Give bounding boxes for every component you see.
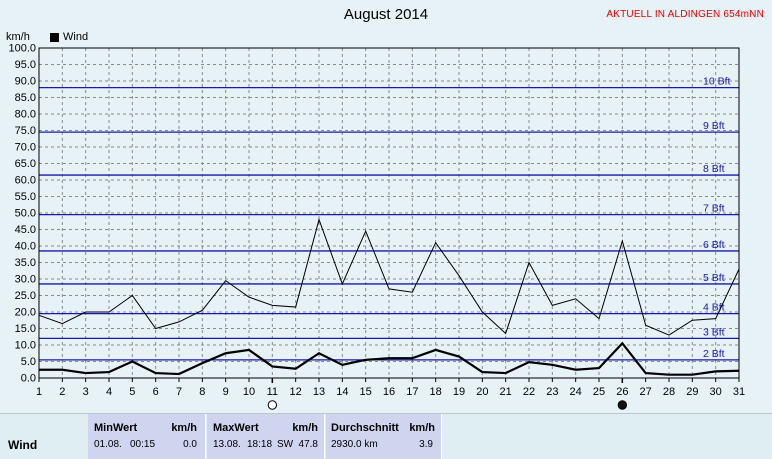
- beaufort-label: 9 Bft: [703, 120, 725, 132]
- beaufort-label: 3 Bft: [703, 326, 725, 338]
- station-label: AKTUELL IN ALDINGEN 654mNN: [606, 9, 764, 20]
- chart-title: August 2014: [343, 6, 429, 23]
- x-tick-label: 27: [640, 386, 652, 398]
- series-wind-line: [39, 341, 740, 376]
- max-time: 18:18: [247, 439, 273, 450]
- legend-label: Wind: [63, 31, 89, 43]
- x-tick-label: 30: [710, 386, 722, 398]
- min-header: MinWert: [94, 422, 138, 434]
- y-tick-label: 40.0: [15, 241, 36, 253]
- min-unit: km/h: [171, 422, 197, 434]
- y-tick-label: 60.0: [15, 175, 36, 187]
- stats-min-cell: MinWert km/h 01.08. 00:15 0.0: [88, 414, 206, 459]
- beaufort-label: 7 Bft: [703, 203, 725, 215]
- y-tick-label: 70.0: [15, 142, 36, 154]
- x-tick-label: 12: [290, 386, 302, 398]
- x-tick-label: 26: [616, 386, 628, 398]
- max-unit: km/h: [292, 422, 318, 434]
- x-tick-label: 28: [663, 386, 675, 398]
- wind-chart: 2 Bft 3 Bft 4 Bft 5 Bft 6 Bft 7 Bft 8 Bft 9 Bft…: [8, 43, 745, 410]
- x-tick-label: 14: [336, 386, 348, 398]
- y-tick-label: 5.0: [21, 356, 36, 368]
- min-value: 0.0: [183, 439, 197, 450]
- y-tick-label: 35.0: [15, 257, 36, 269]
- avg-distance: 2930.0 km: [331, 439, 378, 450]
- avg-unit: km/h: [409, 422, 435, 434]
- x-tick-label: 20: [476, 386, 488, 398]
- y-tick-label: 95.0: [15, 59, 36, 71]
- x-tick-label: 9: [223, 386, 229, 398]
- x-tick-label: 2: [59, 386, 65, 398]
- x-tick-label: 11: [267, 386, 278, 398]
- x-tick-label: 23: [546, 386, 558, 398]
- stats-panel: Wind MinWert km/h 01.08. 00:15 0.0 MaxWe…: [0, 413, 772, 459]
- beaufort-label: 2 Bft: [703, 348, 725, 360]
- x-tick-label: 21: [500, 386, 512, 398]
- avg-value: 3.9: [419, 439, 433, 450]
- stats-max-cell: MaxWert km/h 13.08. 18:18 SW 47.8: [207, 414, 325, 459]
- x-tick-label: 4: [106, 386, 112, 398]
- min-date: 01.08.: [94, 439, 122, 450]
- series-gust-line: [38, 217, 740, 336]
- y-tick-label: 75.0: [15, 125, 36, 137]
- x-tick-label: 13: [313, 386, 325, 398]
- y-tick-label: 50.0: [15, 208, 36, 220]
- max-direction: SW: [277, 439, 294, 450]
- avg-header: Durchschnitt: [331, 422, 399, 434]
- y-tick-label: 45.0: [15, 224, 36, 236]
- x-tick-label: 18: [430, 386, 442, 398]
- y-axis-unit: km/h: [6, 31, 30, 43]
- x-tick-label: 6: [153, 386, 159, 398]
- beaufort-label: 10 Bft: [703, 76, 731, 88]
- max-date: 13.08.: [213, 439, 241, 450]
- y-tick-label: 100.0: [8, 43, 36, 55]
- legend: Wind: [50, 31, 88, 43]
- legend-swatch: [50, 32, 59, 42]
- y-tick-label: 85.0: [15, 92, 36, 104]
- beaufort-label: 4 Bft: [703, 302, 725, 314]
- full-moon-icon: [267, 400, 278, 410]
- y-tick-label: 80.0: [15, 109, 36, 121]
- y-tick-label: 15.0: [15, 323, 36, 335]
- y-tick-label: 90.0: [15, 76, 36, 88]
- beaufort-label: 8 Bft: [703, 163, 725, 175]
- x-tick-label: 8: [199, 386, 205, 398]
- stats-row-label: Wind: [8, 438, 38, 452]
- y-tick-label: 65.0: [15, 158, 36, 170]
- y-tick-label: 10.0: [15, 340, 36, 352]
- x-tick-label: 3: [83, 386, 89, 398]
- max-value: 47.8: [298, 439, 318, 450]
- x-tick-label: 10: [243, 386, 255, 398]
- beaufort-label: 5 Bft: [703, 272, 725, 284]
- x-tick-label: 5: [129, 386, 135, 398]
- max-header: MaxWert: [213, 422, 259, 434]
- y-tick-label: 20.0: [15, 307, 36, 319]
- x-tick-label: 15: [360, 386, 372, 398]
- x-tick-label: 25: [593, 386, 605, 398]
- x-tick-label: 16: [383, 386, 395, 398]
- y-tick-label: 25.0: [15, 290, 36, 302]
- moon-phases: [267, 378, 628, 410]
- grid: [39, 48, 739, 378]
- x-tick-label: 17: [406, 386, 418, 398]
- x-tick-label: 7: [176, 386, 182, 398]
- x-tick-label: 24: [570, 386, 582, 398]
- y-tick-label: 0.0: [21, 373, 36, 385]
- y-tick-label: 55.0: [15, 191, 36, 203]
- x-tick-label: 29: [686, 386, 698, 398]
- series-lines: [38, 217, 740, 376]
- beaufort-lines: 2 Bft 3 Bft 4 Bft 5 Bft 6 Bft 7 Bft 8 Bft 9 Bft…: [39, 76, 739, 361]
- x-tick-label: 1: [36, 386, 42, 398]
- x-tick-label: 22: [523, 386, 535, 398]
- y-tick-label: 30.0: [15, 274, 36, 286]
- new-moon-icon: [617, 400, 628, 410]
- x-tick-label: 19: [453, 386, 465, 398]
- min-time: 00:15: [130, 439, 156, 450]
- stats-avg-cell: Durchschnitt km/h 2930.0 km 3.9: [326, 414, 442, 459]
- beaufort-label: 6 Bft: [703, 239, 725, 251]
- axes: 0.0 5.0 10.0 15.0 20.0 25.0 30.0 35.0 40.0 45.0 50…: [8, 43, 745, 399]
- x-tick-label: 31: [733, 386, 745, 398]
